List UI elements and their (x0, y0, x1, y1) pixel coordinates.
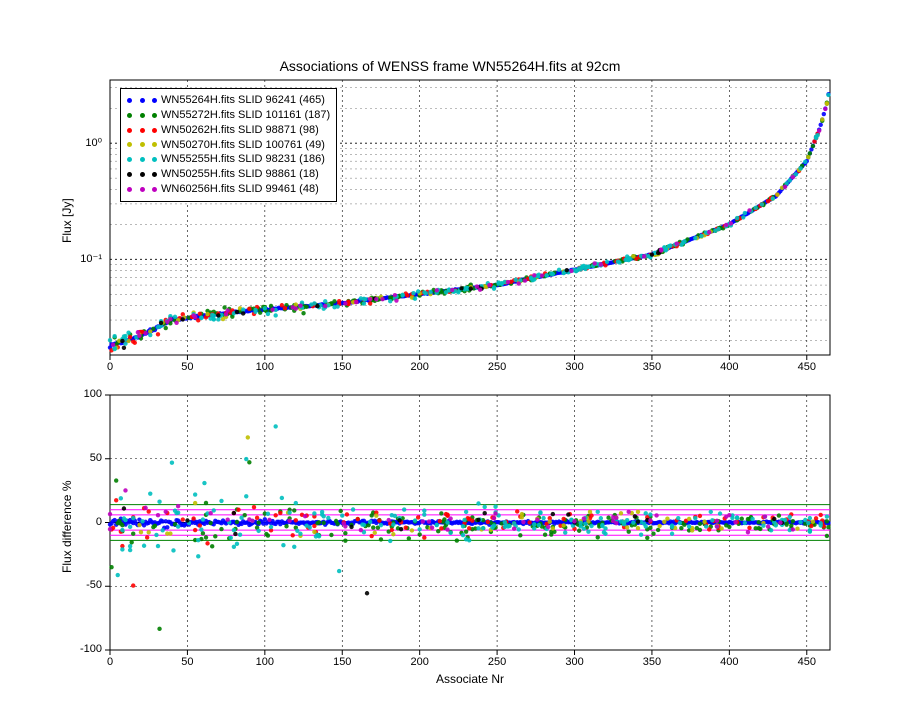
tick-label: -50 (86, 579, 102, 591)
tick-label: 100 (256, 656, 274, 668)
tick-label: 250 (488, 361, 506, 373)
tick-label: 300 (565, 656, 583, 668)
tick-label: 400 (720, 656, 738, 668)
tick-label: 200 (410, 656, 428, 668)
tick-label: 100 (256, 361, 274, 373)
tick-label: 50 (181, 656, 193, 668)
tick-label: 0 (96, 516, 102, 528)
legend-item: WN55264H.fits SLID 96241 (465) (127, 93, 330, 108)
tick-label: 250 (488, 656, 506, 668)
legend-label: WN55255H.fits SLID 98231 (186) (161, 152, 325, 167)
ylabel-top: Flux [Jy] (60, 198, 74, 243)
legend-item: WN50262H.fits SLID 98871 (98) (127, 123, 330, 138)
ylabel-bottom: Flux difference % (60, 480, 74, 573)
tick-label: 50 (90, 452, 102, 464)
tick-label: 350 (643, 656, 661, 668)
tick-label: 150 (333, 361, 351, 373)
legend-item: WN55272H.fits SLID 101161 (187) (127, 108, 330, 123)
tick-label: 300 (565, 361, 583, 373)
tick-label: -100 (80, 643, 102, 655)
tick-label: 150 (333, 656, 351, 668)
tick-label: 0 (107, 361, 113, 373)
tick-label: 400 (720, 361, 738, 373)
tick-label: 50 (181, 361, 193, 373)
legend-item: WN55255H.fits SLID 98231 (186) (127, 152, 330, 167)
tick-label: 10⁻¹ (80, 252, 102, 265)
legend-label: WN55272H.fits SLID 101161 (187) (161, 108, 330, 123)
legend-label: WN55264H.fits SLID 96241 (465) (161, 93, 325, 108)
tick-label: 200 (410, 361, 428, 373)
tick-label: 450 (798, 361, 816, 373)
tick-label: 0 (107, 656, 113, 668)
tick-label: 350 (643, 361, 661, 373)
legend-item: WN50255H.fits SLID 98861 (18) (127, 167, 330, 182)
legend: WN55264H.fits SLID 96241 (465)WN55272H.f… (120, 88, 337, 202)
tick-label: 100 (84, 388, 102, 400)
legend-label: WN50255H.fits SLID 98861 (18) (161, 167, 319, 182)
legend-label: WN50262H.fits SLID 98871 (98) (161, 123, 319, 138)
legend-item: WN50270H.fits SLID 100761 (49) (127, 138, 330, 153)
legend-item: WN60256H.fits SLID 99461 (48) (127, 182, 330, 197)
xlabel: Associate Nr (110, 672, 830, 686)
tick-label: 450 (798, 656, 816, 668)
legend-label: WN60256H.fits SLID 99461 (48) (161, 182, 319, 197)
legend-label: WN50270H.fits SLID 100761 (49) (161, 138, 325, 153)
tick-label: 10⁰ (85, 136, 102, 149)
